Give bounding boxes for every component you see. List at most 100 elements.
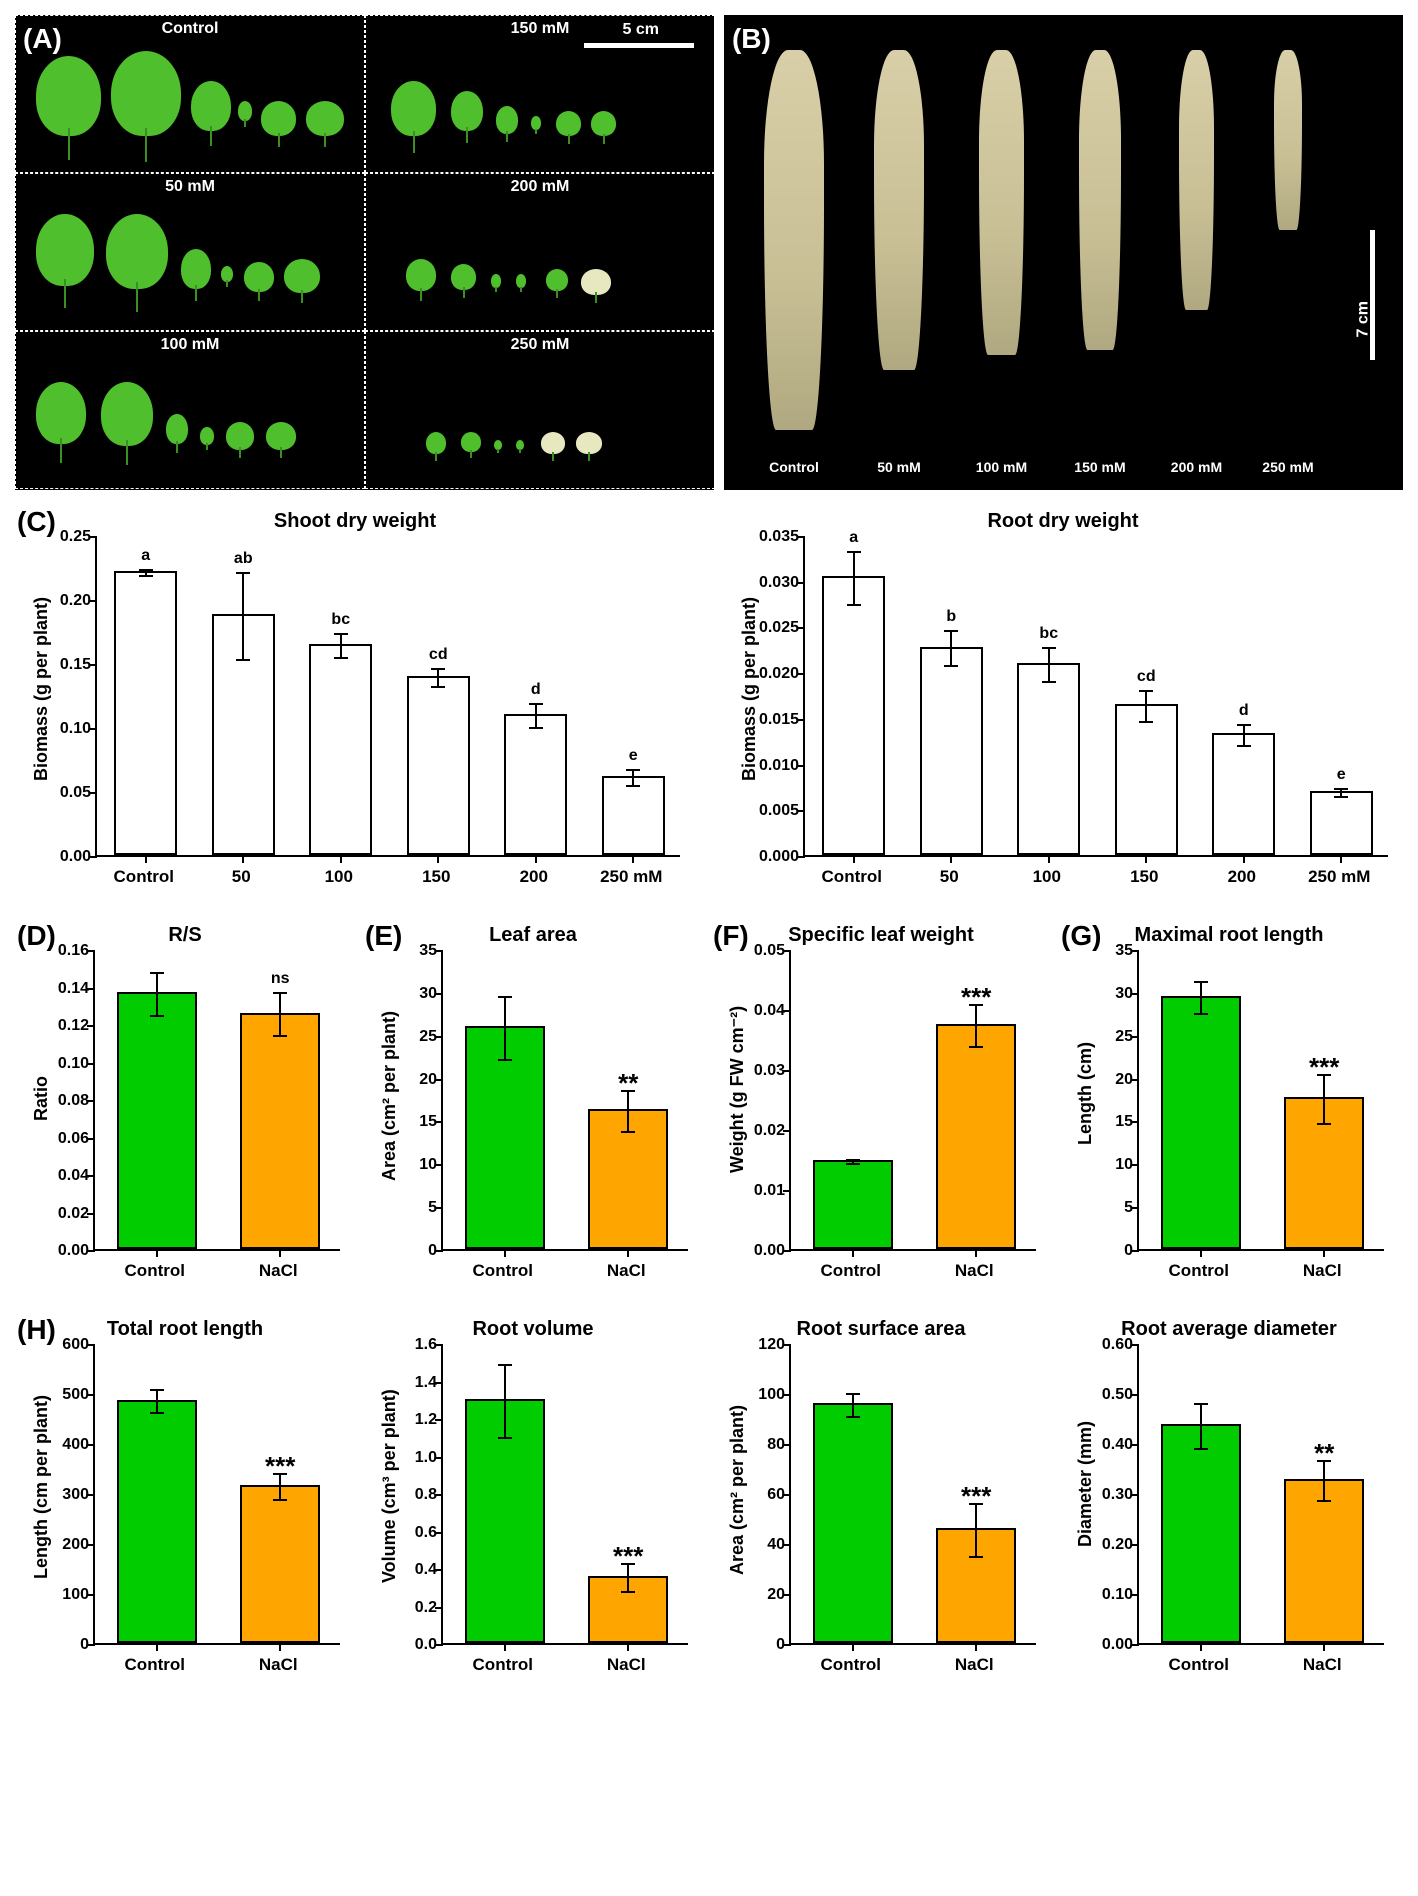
x-tick-label: 200 <box>1228 867 1256 887</box>
chart-panel: Root average diameterDiameter (mm)0.000.… <box>1059 1308 1399 1680</box>
x-tick-label: 200 <box>520 867 548 887</box>
bar: e <box>1310 791 1373 855</box>
chart-panel: (G)Maximal root lengthLength (cm)0510152… <box>1059 914 1399 1286</box>
scale-bar-b <box>1370 230 1375 360</box>
leaf-image <box>36 214 94 286</box>
plot-area: Weight (g FW cm⁻²)0.000.010.020.030.040.… <box>789 951 1036 1251</box>
x-tick-label: Control <box>114 867 174 887</box>
y-tick-label: 0.25 <box>29 528 91 546</box>
plot-area: Volume (cm³ per plant)0.00.20.40.60.81.0… <box>441 1345 688 1645</box>
y-tick-label: 1.0 <box>377 1449 437 1467</box>
plot-area: Biomass (g per plant)0.0000.0050.0100.01… <box>803 537 1388 857</box>
y-tick-label: 0 <box>725 1636 785 1654</box>
y-tick-label: 0.00 <box>725 1242 785 1260</box>
leaf-image <box>516 440 524 450</box>
y-tick-label: 0.06 <box>29 1130 89 1148</box>
root-image <box>874 50 924 370</box>
root-condition-label: 50 mM <box>877 459 921 475</box>
x-tick-label: 250 mM <box>600 867 662 887</box>
scale-bar-a <box>584 43 694 48</box>
bar <box>117 1400 197 1644</box>
x-tick-label: 150 <box>422 867 450 887</box>
leaf-image <box>556 111 581 136</box>
y-tick-label: 5 <box>1073 1199 1133 1217</box>
y-tick-label: 5 <box>377 1199 437 1217</box>
x-tick-label: Control <box>473 1655 533 1675</box>
x-tick-label: Control <box>821 1655 881 1675</box>
y-tick-label: 0.10 <box>1073 1586 1133 1604</box>
x-tick-label: Control <box>821 1261 881 1281</box>
significance-label: a <box>849 529 858 547</box>
significance-label: ** <box>1314 1438 1334 1469</box>
y-tick-label: 25 <box>377 1028 437 1046</box>
root-condition-label: Control <box>769 459 819 475</box>
y-tick-label: 10 <box>1073 1156 1133 1174</box>
y-tick-label: 0.005 <box>737 802 799 820</box>
leaf-image <box>191 81 231 131</box>
bar: *** <box>588 1576 668 1644</box>
chart-panel: (D)R/SRatio0.000.020.040.060.080.100.120… <box>15 914 355 1286</box>
y-tick-label: 1.6 <box>377 1336 437 1354</box>
significance-label: a <box>141 547 150 565</box>
plot-area: Diameter (mm)0.000.100.200.300.400.500.6… <box>1137 1345 1384 1645</box>
y-tick-label: 0.04 <box>29 1167 89 1185</box>
y-tick-label: 0.05 <box>29 784 91 802</box>
y-tick-label: 40 <box>725 1536 785 1554</box>
y-tick-label: 120 <box>725 1336 785 1354</box>
leaf-image <box>451 264 476 290</box>
y-axis-label: Biomass (g per plant) <box>31 597 52 781</box>
bar <box>465 1399 545 1643</box>
figure-root: (A) Control150 mM50 mM200 mM100 mM250 mM… <box>0 0 1418 1695</box>
leaf-image <box>106 214 168 289</box>
y-tick-label: 100 <box>725 1386 785 1404</box>
condition-title: Control <box>162 20 219 38</box>
y-tick-label: 0.000 <box>737 848 799 866</box>
significance-label: d <box>531 681 541 699</box>
panel-a: (A) Control150 mM50 mM200 mM100 mM250 mM… <box>15 15 714 490</box>
bar <box>813 1403 893 1643</box>
x-tick-label: Control <box>125 1655 185 1675</box>
leaf-condition-cell: 50 mM <box>15 173 365 331</box>
leaf-image <box>426 432 446 454</box>
bar: d <box>504 714 567 855</box>
y-tick-label: 0.015 <box>737 711 799 729</box>
significance-label: d <box>1239 702 1249 720</box>
bar: cd <box>1115 704 1178 855</box>
y-tick-label: 0.035 <box>737 528 799 546</box>
y-tick-label: 0.025 <box>737 619 799 637</box>
bar: e <box>602 776 665 855</box>
plot-area: Area (cm² per plant)020406080100120*** <box>789 1345 1036 1645</box>
leaf-image <box>261 101 296 136</box>
y-tick-label: 0.30 <box>1073 1486 1133 1504</box>
bar: ns <box>240 1013 320 1249</box>
x-tick-label: NaCl <box>955 1261 994 1281</box>
significance-label: ns <box>271 970 290 988</box>
significance-label: *** <box>613 1541 643 1572</box>
x-tick-label: NaCl <box>1303 1261 1342 1281</box>
significance-label: cd <box>429 646 448 664</box>
leaf-image <box>101 382 153 446</box>
leaf-image <box>306 101 344 136</box>
root-condition-label: 150 mM <box>1074 459 1125 475</box>
y-tick-label: 1.4 <box>377 1374 437 1392</box>
x-tick-label: Control <box>1169 1655 1229 1675</box>
condition-title: 250 mM <box>511 336 570 354</box>
twobar-row: (H)Total root lengthLength (cm per plant… <box>15 1308 1403 1680</box>
y-tick-label: 0.20 <box>29 592 91 610</box>
bar: *** <box>1284 1097 1364 1249</box>
y-tick-label: 0.03 <box>725 1062 785 1080</box>
y-tick-label: 15 <box>1073 1113 1133 1131</box>
bar <box>1161 996 1241 1249</box>
y-tick-label: 400 <box>29 1436 89 1454</box>
y-tick-label: 0.16 <box>29 942 89 960</box>
y-tick-label: 0.15 <box>29 656 91 674</box>
y-tick-label: 0.60 <box>1073 1336 1133 1354</box>
condition-title: 150 mM <box>511 20 570 38</box>
y-tick-label: 35 <box>1073 942 1133 960</box>
leaf-image <box>166 414 188 444</box>
chart-panel: (C)Shoot dry weightBiomass (g per plant)… <box>15 500 695 892</box>
y-tick-label: 0.0 <box>377 1636 437 1654</box>
leaf-image <box>181 249 211 289</box>
y-tick-label: 0.00 <box>29 848 91 866</box>
significance-label: b <box>946 608 956 626</box>
